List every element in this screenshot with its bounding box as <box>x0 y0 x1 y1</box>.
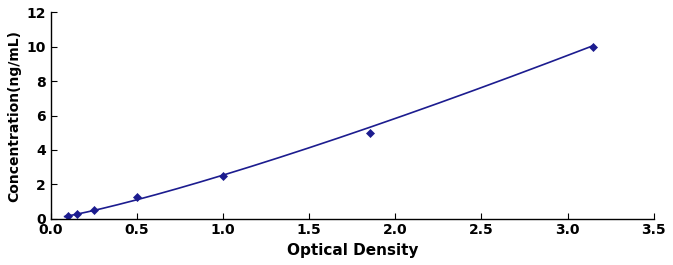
Y-axis label: Concentration(ng/mL): Concentration(ng/mL) <box>7 29 21 202</box>
X-axis label: Optical Density: Optical Density <box>287 243 418 258</box>
